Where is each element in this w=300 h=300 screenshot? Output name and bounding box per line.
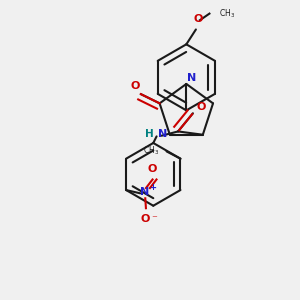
Text: O: O — [193, 14, 203, 23]
Text: N: N — [140, 187, 149, 197]
Text: N: N — [187, 73, 196, 83]
Text: O: O — [148, 164, 157, 173]
Text: ⁻: ⁻ — [152, 214, 158, 224]
Text: N: N — [158, 129, 167, 139]
Text: O: O — [196, 102, 206, 112]
Text: O: O — [141, 214, 150, 224]
Text: +: + — [149, 183, 156, 192]
Text: H: H — [145, 129, 154, 139]
Text: CH$_3$: CH$_3$ — [219, 8, 235, 20]
Text: CH$_3$: CH$_3$ — [143, 145, 160, 157]
Text: O: O — [131, 81, 140, 91]
